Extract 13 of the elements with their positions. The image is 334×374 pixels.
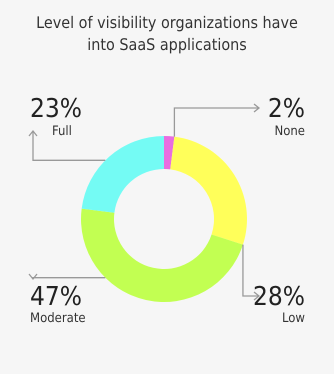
donut-slice [81,208,243,302]
donut-slice [82,136,164,213]
data-label: 28% [253,282,305,312]
donut-slice [170,136,247,245]
data-label: 2% [268,94,305,124]
data-label: 47% [30,282,82,312]
chart-title: Level of visibility organizations have into SaaS applications [35,12,299,56]
slice-label: Full [52,124,72,139]
data-label: 23% [30,94,82,124]
slice-label: None [274,124,305,139]
slice-label: Moderate [30,311,86,326]
donut-slice [164,136,174,170]
slice-label: Low [282,311,306,326]
